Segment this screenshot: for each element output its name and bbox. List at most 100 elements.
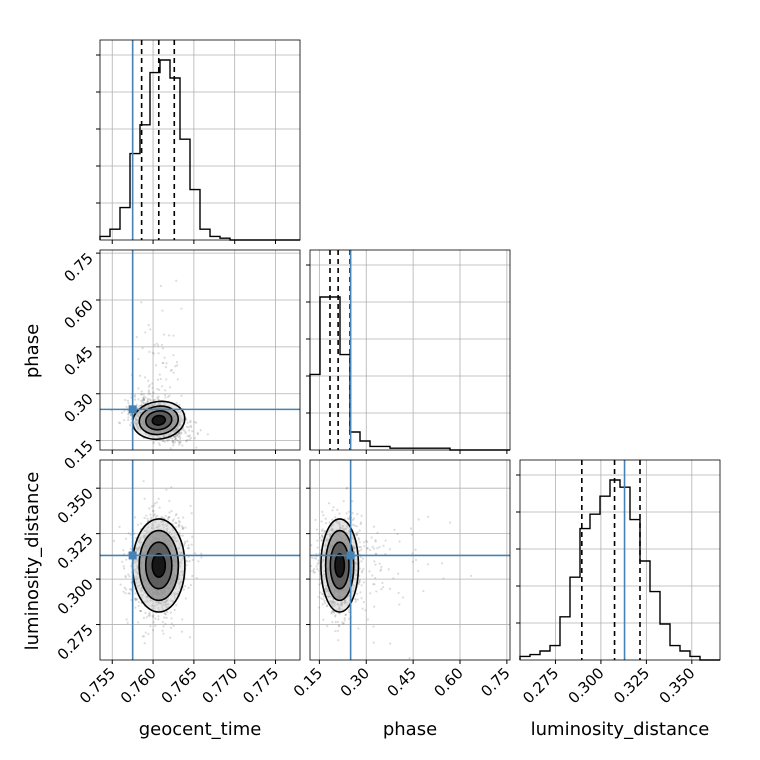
sample-1-0-386 [179,417,182,420]
sample-2-0-500 [168,515,171,519]
sample-2-0-385 [148,612,151,616]
sample-2-0-606 [124,588,128,591]
sample-2-0-619 [157,497,160,500]
sample-2-1-808 [321,603,324,606]
sample-1-0-251 [145,433,148,436]
sample-2-0-565 [159,602,162,605]
sample-2-1-529 [330,525,333,528]
sample-2-1-945 [340,602,343,605]
sample-1-0-673 [136,427,140,430]
sample-1-0-1444 [178,421,181,424]
sample-2-1-125 [359,546,362,549]
sample-1-0-1087 [178,424,181,427]
sample-2-1-1418 [422,590,425,593]
sample-2-0-1496 [135,547,138,550]
sample-2-0-663 [161,601,164,604]
sample-2-0-268 [183,543,186,546]
sample-2-1-106 [315,552,318,556]
sample-1-0-868 [140,411,143,414]
sample-2-1-1129 [330,529,333,532]
sample-2-0-437 [136,548,139,552]
sample-2-1-55 [372,525,376,528]
sample-2-0-1444 [163,611,166,615]
sample-1-0-1304 [137,415,140,418]
sample-2-0-1183 [173,608,176,612]
sample-2-0-1243 [173,596,177,599]
panel-frame-1-0 [99,249,301,451]
sample-2-1-530 [337,608,340,611]
sample-1-0-35 [135,425,139,428]
sample-2-0-524 [173,594,176,597]
sample-1-0-546 [178,423,181,426]
sample-2-0-84 [172,624,175,627]
sample-1-0-848 [151,382,154,385]
sample-1-0-406 [184,430,187,433]
sample-2-1-802 [351,523,355,526]
sample-2-0-126 [160,605,163,608]
sample-2-1-938 [366,540,369,544]
sample-2-0-48 [155,600,158,603]
sample-1-0-1048 [139,411,142,415]
sample-2-0-902 [145,616,148,619]
sample-2-1-594 [320,520,323,523]
sample-2-1-351 [334,615,337,618]
sample-2-0-1373 [151,604,154,607]
sample-2-1-198 [333,601,336,604]
sample-2-1-1337 [328,502,331,505]
sample-2-1-1029 [352,547,356,550]
sample-2-0-652 [174,526,178,529]
sample-1-0-179 [121,411,124,414]
sample-2-0-475 [145,514,148,517]
sample-1-0-1092 [119,422,122,425]
sample-1-0-704 [142,402,146,405]
sample-2-1-595 [331,600,334,603]
sample-1-0-25 [176,428,179,431]
sample-2-1-1142 [398,540,401,543]
sample-1-0-1078 [158,388,161,391]
sample-1-0-409 [167,433,171,436]
sample-1-0-1248 [184,431,187,435]
sample-2-0-1090 [178,585,181,588]
sample-2-1-1296 [338,608,341,612]
sample-1-0-414 [144,396,147,399]
tick-label-x-2-0: 0.275 [519,664,562,707]
tick-label-y-1-2: 0.45 [60,343,96,379]
sample-2-1-326 [343,600,347,603]
sample-2-0-104 [159,602,162,605]
sample-1-0-509 [160,385,164,388]
sample-2-0-304 [137,584,141,587]
sample-2-1-248 [358,529,361,532]
sample-1-0-266 [171,439,175,442]
sample-2-0-1111 [148,614,152,617]
sample-1-0-624 [140,301,143,304]
sample-2-1-234 [381,581,384,584]
sample-2-1-504 [328,533,331,536]
sample-2-0-544 [153,513,156,516]
sample-2-1-1381 [332,602,335,605]
sample-1-0-697 [175,364,179,367]
sample-2-0-343 [152,504,156,507]
sample-1-0-1077 [165,378,168,381]
sample-2-0-749 [137,547,140,551]
sample-2-0-1175 [195,576,198,580]
sample-2-0-1434 [177,577,180,580]
sample-1-0-461 [148,383,151,387]
sample-2-0-770 [177,547,181,550]
sample-2-1-168 [360,560,363,563]
sample-2-1-42 [321,535,324,538]
sample-1-0-1408 [174,440,177,444]
panel-2d-1-0 [100,250,300,450]
sample-2-0-1124 [154,521,157,524]
sample-2-0-1460 [154,624,157,628]
sample-2-0-1359 [137,621,140,624]
sample-2-0-654 [142,616,146,620]
sample-1-0-1412 [139,411,142,414]
sample-1-0-195 [135,419,138,422]
sample-2-0-334 [165,600,168,603]
sample-1-0-771 [178,441,181,445]
sample-2-0-175 [159,521,163,524]
sample-1-0-1381 [159,403,162,406]
sample-1-0-415 [148,392,152,395]
sample-1-0-796 [149,434,152,437]
sample-1-0-1210 [178,414,181,418]
